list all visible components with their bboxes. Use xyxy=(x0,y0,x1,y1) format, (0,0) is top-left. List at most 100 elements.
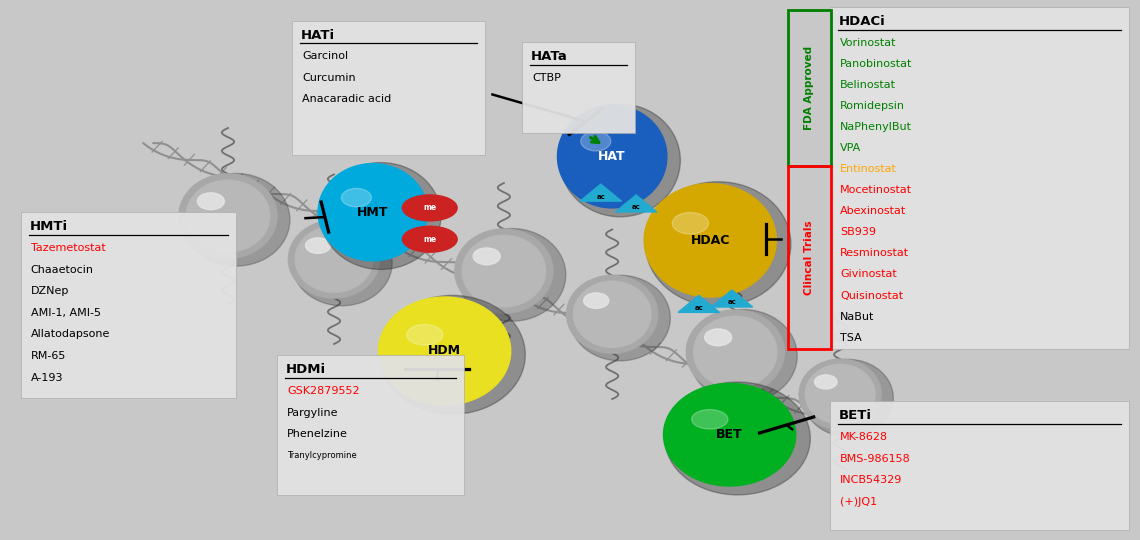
Text: Tranylcypromine: Tranylcypromine xyxy=(287,451,357,460)
Text: ac: ac xyxy=(694,305,703,311)
Text: ac: ac xyxy=(632,204,641,211)
Text: Vorinostat: Vorinostat xyxy=(840,38,897,48)
Ellipse shape xyxy=(580,131,611,151)
Ellipse shape xyxy=(378,297,511,405)
Text: Allatodapsone: Allatodapsone xyxy=(31,329,111,340)
Ellipse shape xyxy=(197,193,225,210)
FancyBboxPatch shape xyxy=(830,7,1129,349)
Ellipse shape xyxy=(584,293,609,308)
Ellipse shape xyxy=(341,188,372,207)
Text: SB939: SB939 xyxy=(840,227,877,238)
Text: Garcinol: Garcinol xyxy=(302,51,348,62)
Text: Tazemetostat: Tazemetostat xyxy=(31,243,106,253)
Ellipse shape xyxy=(573,281,651,347)
Ellipse shape xyxy=(799,359,881,429)
Ellipse shape xyxy=(645,181,791,306)
Text: HMT: HMT xyxy=(357,206,389,219)
Ellipse shape xyxy=(473,248,500,265)
Ellipse shape xyxy=(644,184,776,297)
Circle shape xyxy=(402,226,457,252)
Text: Pargyline: Pargyline xyxy=(287,408,339,418)
Text: BETi: BETi xyxy=(839,409,872,422)
Text: Clincal Trials: Clincal Trials xyxy=(805,220,814,295)
Text: DZNep: DZNep xyxy=(31,286,70,296)
Ellipse shape xyxy=(673,213,709,234)
Text: (+)JQ1: (+)JQ1 xyxy=(840,497,878,507)
Text: BET: BET xyxy=(716,428,743,441)
Ellipse shape xyxy=(705,329,732,346)
Ellipse shape xyxy=(380,295,526,414)
Text: Chaaetocin: Chaaetocin xyxy=(31,265,93,275)
Text: TSA: TSA xyxy=(840,333,862,343)
Ellipse shape xyxy=(462,235,546,307)
Circle shape xyxy=(402,195,457,221)
Ellipse shape xyxy=(665,382,811,495)
FancyBboxPatch shape xyxy=(522,42,635,133)
Text: HDAC: HDAC xyxy=(691,234,730,247)
Text: ac: ac xyxy=(727,299,736,306)
Text: VPA: VPA xyxy=(840,143,862,153)
Text: Belinostat: Belinostat xyxy=(840,80,896,90)
Text: me: me xyxy=(423,204,437,212)
Ellipse shape xyxy=(320,163,441,269)
Text: NaPhenylBut: NaPhenylBut xyxy=(840,122,912,132)
Ellipse shape xyxy=(690,309,797,402)
Text: Abexinostat: Abexinostat xyxy=(840,206,906,217)
Text: INCB54329: INCB54329 xyxy=(840,475,903,485)
Text: Resminostat: Resminostat xyxy=(840,248,910,259)
Text: Givinostat: Givinostat xyxy=(840,269,897,280)
Ellipse shape xyxy=(692,409,728,429)
Text: HDMi: HDMi xyxy=(286,363,326,376)
Ellipse shape xyxy=(814,375,837,389)
Text: Phenelzine: Phenelzine xyxy=(287,429,348,440)
Ellipse shape xyxy=(318,164,428,261)
Ellipse shape xyxy=(567,275,658,353)
Ellipse shape xyxy=(570,275,670,361)
Text: ac: ac xyxy=(596,193,605,200)
FancyBboxPatch shape xyxy=(277,355,464,495)
Ellipse shape xyxy=(803,360,894,436)
Text: CTBP: CTBP xyxy=(532,73,561,83)
Ellipse shape xyxy=(407,325,443,345)
Text: Mocetinostat: Mocetinostat xyxy=(840,185,912,195)
Text: HATa: HATa xyxy=(531,50,568,63)
Text: MK-8628: MK-8628 xyxy=(840,432,888,442)
Text: BMS-986158: BMS-986158 xyxy=(840,454,911,464)
FancyBboxPatch shape xyxy=(830,401,1129,530)
Text: Romidepsin: Romidepsin xyxy=(840,101,905,111)
Text: Entinostat: Entinostat xyxy=(840,164,897,174)
Ellipse shape xyxy=(686,310,784,394)
Ellipse shape xyxy=(455,229,553,313)
Ellipse shape xyxy=(306,238,331,253)
Ellipse shape xyxy=(557,105,667,208)
Ellipse shape xyxy=(186,180,270,252)
Text: RM-65: RM-65 xyxy=(31,351,66,361)
Text: HATi: HATi xyxy=(301,29,335,42)
FancyBboxPatch shape xyxy=(21,212,236,398)
Text: HDM: HDM xyxy=(429,345,461,357)
Text: Anacaradic acid: Anacaradic acid xyxy=(302,94,391,105)
Text: NaBut: NaBut xyxy=(840,312,874,322)
Text: HMTi: HMTi xyxy=(30,220,67,233)
Ellipse shape xyxy=(693,316,777,388)
FancyBboxPatch shape xyxy=(292,21,484,155)
Text: GSK2879552: GSK2879552 xyxy=(287,386,360,396)
Ellipse shape xyxy=(179,174,277,258)
Text: FDA Approved: FDA Approved xyxy=(805,46,814,130)
Ellipse shape xyxy=(295,226,373,292)
Text: A-193: A-193 xyxy=(31,373,64,383)
Ellipse shape xyxy=(292,220,392,306)
Ellipse shape xyxy=(288,220,380,298)
Text: HDACi: HDACi xyxy=(839,15,886,28)
Ellipse shape xyxy=(182,173,290,266)
Ellipse shape xyxy=(663,383,796,486)
Text: me: me xyxy=(423,235,437,244)
Ellipse shape xyxy=(458,228,565,321)
Text: HAT: HAT xyxy=(598,150,626,163)
Text: Quisinostat: Quisinostat xyxy=(840,291,903,301)
Text: Curcumin: Curcumin xyxy=(302,73,356,83)
Ellipse shape xyxy=(560,104,681,217)
Ellipse shape xyxy=(805,364,876,424)
Text: AMI-1, AMI-5: AMI-1, AMI-5 xyxy=(31,308,100,318)
Text: Panobinostat: Panobinostat xyxy=(840,59,912,69)
